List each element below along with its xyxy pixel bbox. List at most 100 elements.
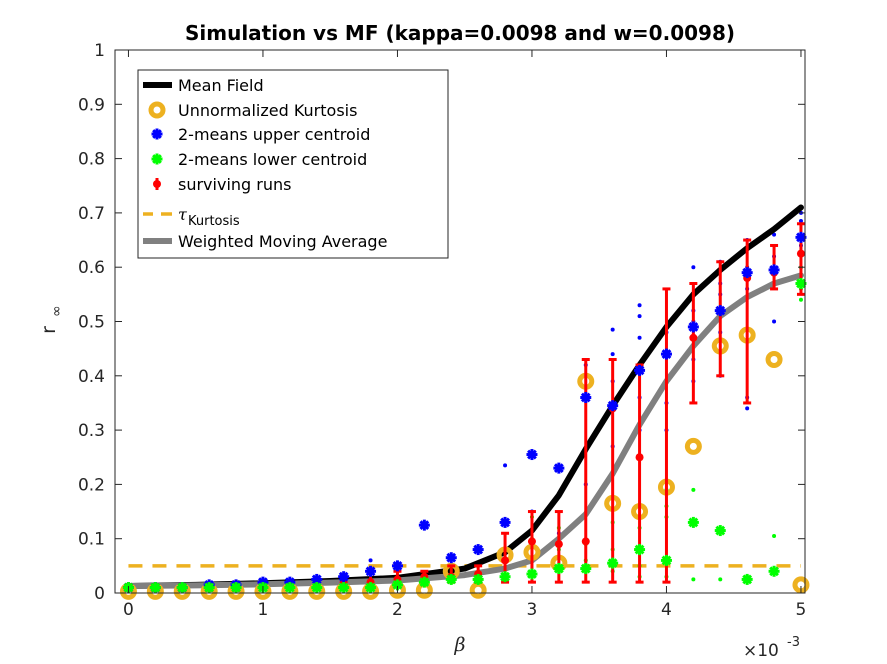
upper-centroid-point-19-d2 — [634, 365, 645, 376]
y-axis-label: r — [38, 326, 60, 334]
y-tick-label-4: 0.4 — [78, 367, 105, 387]
lower-centroid-point-10 — [391, 579, 403, 591]
y-axis-label-group: r ∞ — [38, 305, 65, 334]
raw-blue-point-15 — [637, 314, 642, 319]
upper-centroid-point-10-d2 — [392, 560, 403, 571]
upper-centroid-point-9-d2 — [365, 566, 376, 577]
surviving-runs-point-21 — [689, 333, 698, 342]
legend-swatch-errordot-4 — [153, 180, 161, 188]
upper-centroid-point-12 — [445, 552, 457, 564]
lower-centroid-point-12 — [445, 573, 457, 585]
upper-centroid-point-13 — [472, 544, 484, 556]
upper-centroid-point-25-d2 — [796, 232, 806, 243]
raw-blue-point-36 — [772, 232, 777, 237]
upper-centroid-point-24-d2 — [769, 265, 779, 275]
lower-centroid-point-21 — [687, 516, 699, 528]
y-tick-label-10: 1 — [94, 41, 105, 61]
upper-centroid-point-20-d2 — [661, 349, 672, 359]
raw-blue-point-14 — [637, 303, 642, 308]
lower-centroid-point-15-d2 — [527, 569, 537, 579]
raw-blue-point-0 — [368, 558, 373, 563]
lower-centroid-point-25 — [795, 277, 807, 289]
legend-label-2: 2-means upper centroid — [178, 125, 370, 144]
upper-centroid-point-11 — [418, 519, 430, 531]
upper-centroid-point-15-d2 — [527, 449, 537, 460]
upper-centroid-point-14-d2 — [500, 517, 510, 528]
lower-centroid-point-3-d2 — [204, 582, 215, 593]
upper-centroid-point-8 — [338, 571, 350, 583]
lower-centroid-point-25-d2 — [796, 278, 806, 289]
lower-centroid-point-1-d2 — [150, 582, 161, 593]
x-exponent-base: ×10 — [743, 641, 779, 661]
legend-swatch-star-2-d2 — [152, 129, 162, 139]
x-exponent: ×10 -3 — [743, 635, 800, 661]
upper-centroid-point-18-d2 — [607, 400, 618, 411]
y-tick-label-1: 0.1 — [78, 530, 105, 550]
upper-centroid-point-22-d2 — [715, 305, 726, 316]
series-layer — [119, 204, 810, 600]
x-exponent-power: -3 — [787, 635, 800, 650]
upper-centroid-point-23-d2 — [742, 267, 753, 278]
x-tick-label-0: 0 — [123, 600, 134, 620]
raw-green-point-18 — [691, 577, 696, 582]
raw-blue-point-11 — [637, 335, 642, 340]
lower-centroid-point-8 — [338, 582, 350, 594]
legend-box — [137, 69, 449, 259]
surviving-runs-point-17 — [581, 537, 590, 546]
upper-centroid-point-16-d2 — [553, 463, 564, 474]
upper-centroid-point-18 — [607, 400, 619, 412]
lower-centroid-point-7-d2 — [311, 582, 322, 593]
upper-centroid-point-23 — [741, 267, 753, 279]
legend-item-4: surviving runs — [153, 175, 291, 194]
upper-centroid-point-9 — [365, 565, 377, 577]
surviving-runs-point-25 — [796, 249, 805, 258]
y-tick-label-8: 0.8 — [78, 150, 105, 170]
surviving-runs-point-14 — [501, 556, 510, 565]
legend-swatch-star-3 — [151, 153, 163, 165]
lower-centroid-point-7 — [311, 582, 323, 594]
upper-centroid-point-7-d2 — [311, 574, 322, 585]
y-tick-label-2: 0.2 — [78, 475, 105, 495]
x-axis-label: β — [454, 634, 466, 656]
legend-label-6: Weighted Moving Average — [178, 232, 387, 251]
raw-blue-point-8 — [610, 352, 615, 357]
raw-blue-point-41 — [798, 219, 803, 224]
upper-centroid-point-21 — [687, 321, 699, 333]
upper-centroid-point-17 — [580, 392, 592, 404]
lower-centroid-point-18-d2 — [607, 558, 618, 569]
legend-swatch-star-3-d2 — [152, 154, 162, 164]
surviving-runs-point-16 — [554, 540, 563, 549]
lower-centroid-point-23 — [741, 573, 753, 585]
raw-blue-point-21 — [691, 265, 696, 270]
x-tick-label-5: 5 — [796, 600, 807, 620]
raw-blue-point-2 — [503, 463, 508, 468]
lower-centroid-point-4 — [230, 582, 242, 594]
surviving-runs-errorbar-21 — [689, 281, 698, 405]
legend-label-0: Mean Field — [178, 76, 264, 95]
raw-blue-point-34 — [745, 406, 750, 411]
lower-centroid-point-9 — [365, 582, 377, 594]
raw-green-point-21 — [772, 533, 777, 538]
lower-centroid-point-21-d2 — [688, 517, 699, 528]
lower-centroid-point-15 — [526, 568, 538, 580]
legend-label-5: τ — [178, 205, 188, 224]
lower-centroid-point-4-d2 — [231, 582, 241, 593]
lower-centroid-point-11-d2 — [419, 577, 430, 588]
lower-centroid-point-16-d2 — [553, 563, 564, 574]
lower-centroid-point-6-d2 — [284, 582, 295, 593]
upper-centroid-point-12-d2 — [446, 552, 457, 563]
lower-centroid-point-2 — [176, 582, 188, 594]
lower-centroid-point-1 — [149, 582, 161, 594]
legend-item-0: Mean Field — [143, 76, 264, 95]
upper-centroid-point-11-d2 — [419, 520, 430, 531]
y-axis-label-subscript: ∞ — [49, 305, 65, 317]
y-tick-label-9: 0.9 — [78, 95, 105, 115]
surviving-runs-point-19 — [635, 453, 644, 462]
x-tick-label-4: 4 — [661, 600, 672, 620]
upper-centroid-point-19 — [634, 364, 646, 376]
surviving-runs-point-15 — [527, 537, 536, 546]
legend: Mean Field Unnormalized Kurtosis 2-means u… — [137, 69, 449, 259]
lower-centroid-point-24 — [768, 565, 780, 577]
legend-item-5: τ Kurtosis — [143, 205, 240, 229]
